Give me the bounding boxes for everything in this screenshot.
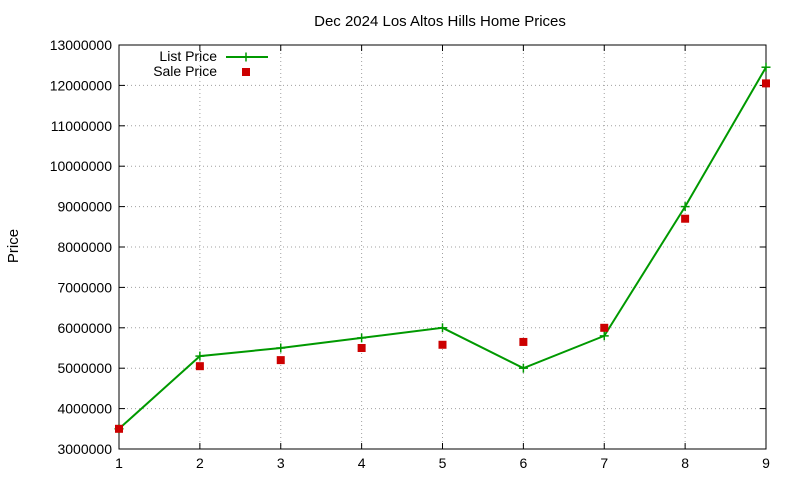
list-price-point	[438, 323, 447, 333]
x-tick-label: 7	[600, 455, 608, 471]
plot-frame	[118, 44, 767, 450]
legend-plus	[241, 52, 251, 62]
sale-price-point	[681, 214, 690, 223]
list-price-point	[518, 363, 528, 373]
sale-price-point	[357, 344, 366, 352]
list-price-point	[599, 331, 609, 341]
legend-label-list-price: List Price	[159, 48, 217, 64]
sale-price-point	[762, 79, 770, 88]
x-axis-ticks: 1 2 3 4 5 6 7 8 9	[115, 45, 770, 471]
sale-price-point	[519, 337, 528, 346]
y-tick-label: 5000000	[57, 360, 112, 376]
legend-marker-sale-price	[242, 68, 250, 76]
y-tick-label: 3000000	[57, 441, 112, 457]
x-tick-label: 8	[681, 455, 689, 471]
legend-label-sale-price: Sale Price	[153, 63, 217, 79]
x-tick-label: 3	[277, 455, 285, 471]
y-tick-label: 11000000	[51, 118, 112, 134]
y-axis-ticks: 3000000 4000000 5000000 6000000 7000000 80000…	[50, 37, 766, 457]
y-tick-label: 13000000	[50, 37, 113, 53]
y-tick-label: 8000000	[57, 239, 112, 255]
sale-price-point	[438, 340, 447, 349]
y-tick-label: 9000000	[57, 199, 112, 215]
sale-price-point	[115, 424, 123, 433]
series	[114, 62, 771, 434]
x-tick-label: 9	[762, 455, 770, 471]
list-price-point	[680, 202, 690, 212]
sale-price-point	[276, 356, 285, 365]
x-tick-label: 6	[519, 455, 527, 471]
x-tick-label: 5	[439, 455, 447, 471]
sale-price-point	[195, 362, 204, 371]
list-price-point	[276, 343, 286, 353]
sale-price-point	[600, 323, 609, 332]
y-tick-label: 10000000	[50, 158, 113, 174]
x-tick-label: 1	[115, 455, 123, 471]
y-tick-label: 12000000	[50, 77, 113, 93]
legend-square	[242, 68, 250, 76]
grid	[119, 45, 766, 449]
y-tick-label: 6000000	[57, 320, 112, 336]
legend: List Price Sale Price	[153, 48, 268, 79]
list-price-point	[195, 351, 205, 361]
legend-marker-list-price	[241, 52, 251, 62]
y-tick-label: 7000000	[57, 279, 112, 295]
x-tick-label: 2	[196, 455, 204, 471]
y-tick-label: 4000000	[57, 401, 112, 417]
x-tick-label: 4	[358, 455, 366, 471]
list-price-point	[761, 62, 771, 72]
y-axis-label: Price	[5, 229, 22, 263]
list-price-point	[357, 333, 367, 343]
chart-title: Dec 2024 Los Altos Hills Home Prices	[314, 13, 566, 30]
